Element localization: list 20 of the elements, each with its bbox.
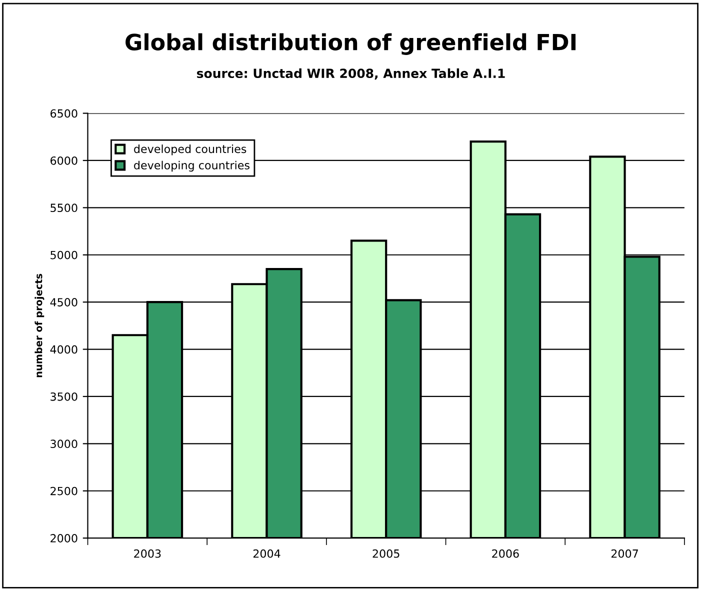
y-tick-label: 5000 xyxy=(50,250,78,260)
y-tick-label: 4000 xyxy=(50,345,78,354)
legend-label: developing countries xyxy=(134,160,250,172)
legend-label: developed countries xyxy=(134,144,246,156)
y-tick-label: 2000 xyxy=(50,534,78,542)
y-tick-label: 6500 xyxy=(50,109,78,118)
y-tick-label: 6000 xyxy=(50,156,78,165)
y-tick-label: 4500 xyxy=(50,298,78,306)
x-tick-label: 2007 xyxy=(611,549,638,558)
x-tick-label: 2004 xyxy=(253,549,280,558)
y-axis-title: number of projects xyxy=(34,274,44,378)
x-tick-label: 2003 xyxy=(134,549,161,558)
y-tick-label: 3000 xyxy=(50,440,78,448)
y-tick-label: 2500 xyxy=(50,486,78,496)
chart-title: Global distribution of greenfield FDI xyxy=(126,33,576,55)
y-tick-label: 5500 xyxy=(50,204,78,212)
x-tick-label: 2006 xyxy=(492,549,519,558)
y-tick-label: 3500 xyxy=(50,392,78,401)
x-tick-label: 2005 xyxy=(372,549,400,558)
chart-subtitle: source: Unctad WIR 2008, Annex Table A.I.1 xyxy=(196,68,505,80)
